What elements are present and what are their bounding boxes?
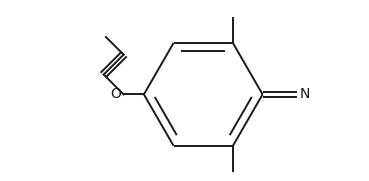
Text: O: O	[110, 87, 121, 101]
Text: N: N	[299, 87, 310, 101]
